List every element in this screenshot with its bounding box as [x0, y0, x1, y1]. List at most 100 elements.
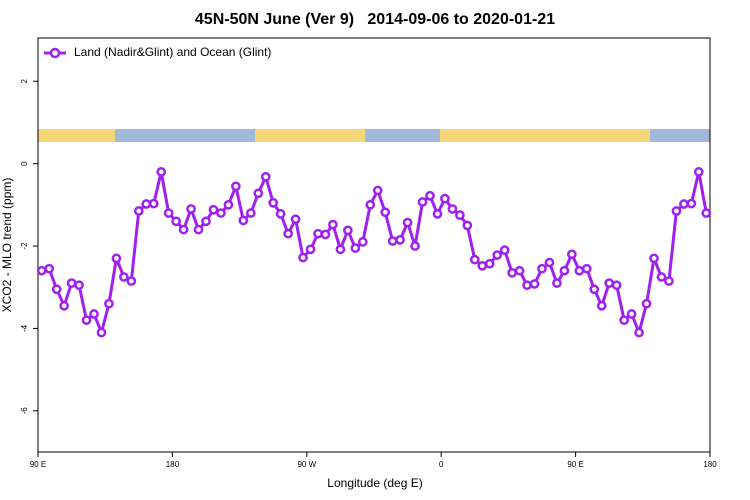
data-point [656, 272, 667, 282]
x-tick-label: 0 [439, 460, 444, 469]
data-point [522, 280, 532, 291]
y-axis-label: XCO2 - MLO trend (ppm) [0, 178, 14, 313]
data-point [238, 215, 249, 226]
data-point [372, 185, 383, 196]
data-point [96, 327, 107, 338]
data-point [156, 167, 167, 177]
data-point [447, 204, 458, 214]
data-point [671, 206, 682, 216]
y-tick-label: -4 [20, 324, 29, 332]
data-point [492, 250, 503, 260]
data-point [350, 243, 361, 253]
data-point [604, 278, 615, 288]
data-point [283, 228, 293, 239]
x-tick-label: 90 E [567, 460, 583, 469]
x-tick-label: 90 W [297, 460, 316, 469]
data-point [163, 208, 174, 218]
chart-title: 45N-50N June (Ver 9) 2014-09-06 to 2020-… [195, 11, 555, 28]
legend-marker [49, 47, 61, 59]
data-point [320, 229, 331, 240]
data-point [51, 284, 62, 295]
data-point [357, 237, 368, 247]
map-strip [38, 129, 710, 142]
data-point [559, 265, 570, 276]
data-point [432, 209, 443, 219]
data-point [544, 257, 555, 268]
data-point [619, 315, 629, 326]
data-point [36, 265, 47, 276]
data-point [380, 207, 391, 218]
data-point [455, 210, 465, 220]
y-tick-label: -2 [20, 242, 29, 250]
data-point [245, 208, 256, 218]
data-point [133, 206, 144, 216]
plot-frame [37, 37, 711, 453]
data-point [74, 280, 84, 291]
data-point [305, 244, 316, 255]
data-point [649, 253, 659, 264]
y-tick-label: 0 [20, 161, 29, 166]
data-point [693, 167, 704, 177]
data-point [425, 190, 435, 201]
data-point [664, 276, 674, 286]
data-point [141, 199, 152, 209]
data-point [440, 193, 450, 204]
data-point [567, 249, 577, 260]
data-point [89, 309, 99, 319]
data-point [514, 265, 525, 276]
data-point [529, 279, 540, 289]
data-point [679, 199, 689, 209]
data-point [66, 278, 77, 288]
data-point [499, 245, 510, 255]
data-point [574, 265, 585, 276]
data-point [611, 280, 622, 291]
data-point [178, 224, 189, 235]
x-tick-label: 180 [703, 460, 717, 469]
data-point [596, 300, 607, 311]
data-point [253, 188, 264, 199]
data-point [104, 298, 114, 309]
data-point [275, 209, 286, 219]
data-point [81, 315, 92, 326]
data-point [626, 309, 637, 319]
data-point [701, 208, 712, 218]
data-point [589, 284, 600, 295]
data-point [328, 219, 338, 230]
y-tick-label: -6 [20, 407, 29, 415]
data-point [126, 276, 137, 286]
data-point [59, 300, 69, 311]
data-point [223, 199, 234, 210]
data-point [507, 267, 517, 278]
data-point [193, 224, 204, 235]
data-point [231, 181, 241, 192]
data-point [298, 252, 308, 263]
data-point [477, 260, 488, 271]
data-point [171, 216, 181, 227]
data-point [417, 197, 428, 207]
x-axis-label: Longitude (deg E) [327, 476, 422, 490]
data-point [552, 278, 562, 288]
legend-label: Land (Nadir&Glint) and Ocean (Glint) [74, 45, 271, 59]
data-point [260, 171, 271, 182]
data-point [216, 208, 226, 218]
data-point [148, 198, 159, 209]
x-tick-label: 90 E [30, 460, 46, 469]
data-point [395, 235, 405, 245]
data-point [634, 327, 644, 338]
data-point [313, 228, 323, 239]
data-point [119, 272, 129, 282]
data-point [469, 254, 480, 265]
y-tick-label: 2 [20, 78, 29, 83]
data-point [537, 263, 547, 274]
data-point [186, 204, 196, 214]
data-point [44, 263, 55, 274]
data-point [402, 217, 413, 228]
data-point [290, 214, 301, 225]
data-point [462, 220, 473, 231]
series-line [41, 170, 708, 335]
data-point [484, 258, 495, 269]
data-point [208, 204, 219, 215]
data-point [581, 263, 592, 274]
data-point [268, 197, 279, 208]
